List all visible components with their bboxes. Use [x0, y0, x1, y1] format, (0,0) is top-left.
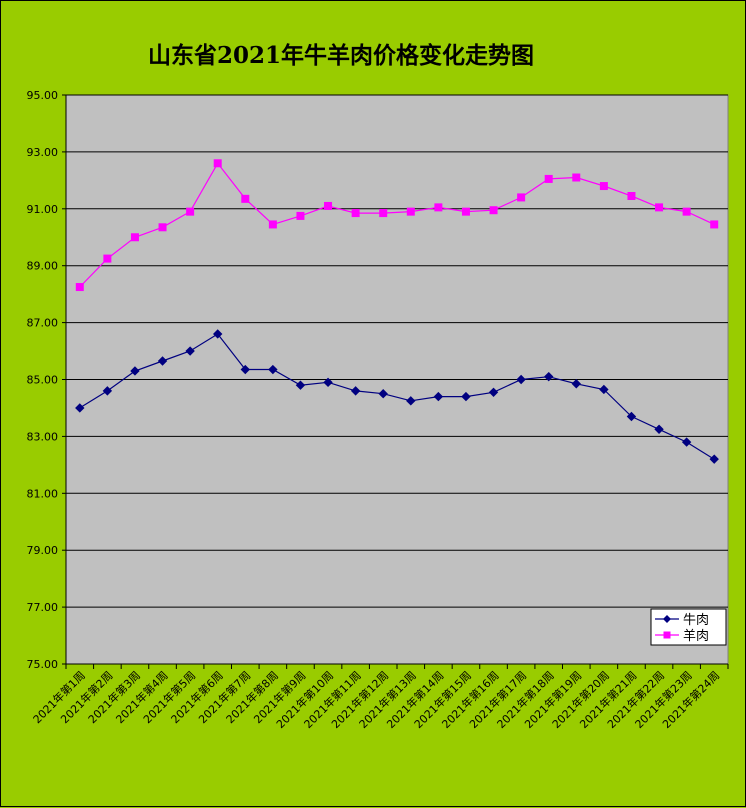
data-point: [682, 207, 691, 216]
legend-marker: [663, 615, 671, 623]
chart-title: 山东省2021年牛羊肉价格变化走势图: [148, 42, 534, 69]
data-point: [102, 386, 113, 396]
data-point: [268, 220, 277, 229]
data-point: [627, 191, 636, 200]
data-point: [75, 403, 85, 413]
data-point: [406, 396, 416, 406]
data-point: [296, 211, 305, 220]
data-point: [516, 374, 526, 385]
data-point: [544, 174, 553, 183]
y-tick-label: 89.00: [27, 260, 59, 273]
data-point: [433, 391, 444, 402]
data-point: [75, 283, 84, 292]
data-point: [324, 201, 333, 210]
data-point: [434, 203, 443, 212]
data-point: [709, 454, 719, 464]
data-point: [599, 384, 609, 395]
data-point: [268, 364, 278, 375]
data-point: [654, 424, 664, 434]
data-point: [186, 207, 195, 216]
data-point: [461, 207, 470, 216]
y-tick-label: 93.00: [27, 146, 59, 159]
data-point: [488, 387, 499, 398]
data-point: [130, 366, 140, 376]
data-point: [185, 346, 195, 356]
data-point: [295, 380, 306, 390]
data-point: [157, 356, 168, 366]
data-point: [571, 379, 581, 389]
data-point: [544, 371, 554, 382]
y-tick-label: 91.00: [27, 203, 59, 216]
data-point: [655, 203, 664, 212]
y-tick-label: 79.00: [27, 544, 59, 557]
y-tick-label: 95.00: [27, 89, 59, 102]
y-tick-label: 85.00: [27, 374, 59, 387]
data-point: [213, 329, 223, 339]
y-tick-label: 83.00: [27, 430, 59, 443]
data-point: [406, 207, 415, 216]
data-point: [599, 182, 608, 191]
data-point: [241, 194, 250, 203]
data-point: [681, 437, 692, 447]
y-tick-label: 75.00: [27, 658, 59, 671]
data-point: [240, 364, 250, 375]
legend-marker: [663, 631, 671, 639]
legend-label: 牛肉: [683, 613, 709, 628]
y-tick-label: 87.00: [27, 317, 59, 330]
data-point: [158, 223, 167, 232]
data-point: [379, 209, 388, 218]
data-point: [103, 254, 112, 263]
data-point: [710, 220, 719, 229]
data-point: [517, 193, 526, 202]
data-point: [323, 377, 333, 388]
data-point: [351, 209, 360, 218]
data-point: [489, 206, 498, 215]
legend-label: 羊肉: [683, 628, 709, 644]
data-point: [626, 411, 637, 422]
data-point: [461, 391, 471, 402]
data-point: [350, 386, 361, 396]
series-line: [79, 162, 715, 288]
data-point: [572, 173, 581, 182]
data-point: [130, 233, 139, 242]
series-line: [79, 333, 715, 460]
legend: [650, 608, 727, 646]
y-tick-label: 77.00: [27, 601, 59, 614]
data-point: [378, 389, 388, 399]
data-point: [213, 159, 222, 168]
y-tick-label: 81.00: [27, 487, 59, 500]
